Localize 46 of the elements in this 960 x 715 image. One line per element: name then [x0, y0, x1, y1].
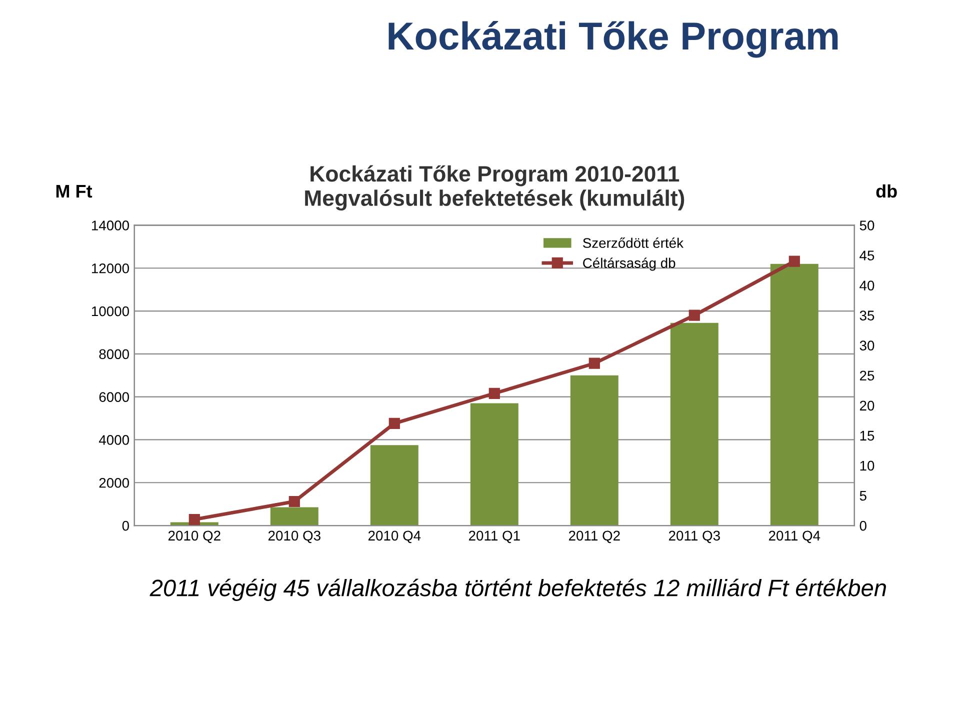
y-tick-label: 12000	[92, 263, 129, 274]
y2-tick-label: 25	[860, 370, 874, 381]
point	[288, 496, 300, 508]
x-tick-label: 2011 Q4	[768, 530, 820, 544]
y-tick-label: 10000	[92, 306, 129, 316]
bar	[670, 322, 718, 526]
y2-tick-label: 0	[860, 520, 866, 531]
x-tick-label: 2010 Q4	[368, 530, 421, 544]
point	[788, 256, 800, 267]
chart-subtitle: Kockázati Tőke Program 2010-2011 Megvalósult befektetések (kumulált)	[305, 165, 684, 210]
x-tick-label: 2011 Q3	[668, 530, 720, 544]
y2-tick-label: 35	[860, 310, 874, 320]
x-tick-label: 2011 Q1	[468, 530, 520, 544]
bar	[770, 264, 818, 526]
bar	[470, 403, 518, 526]
y2-tick-label: 5	[860, 490, 866, 501]
y2-tick-label: 20	[860, 400, 874, 411]
y2-tick-label: 45	[860, 250, 874, 260]
y-tick-label: 6000	[99, 392, 129, 402]
y-tick-label: 0	[122, 520, 129, 531]
point	[488, 388, 500, 399]
point	[588, 358, 600, 369]
y2-tick-label: 10	[860, 460, 874, 471]
y2-tick-label: 50	[860, 220, 874, 230]
y-tick-label: 8000	[99, 349, 129, 360]
text: 2011 végéig 45 vállalkozásba történt befektetés 12 milliárd Ft értékben	[150, 578, 886, 602]
x-tick-label: 2011 Q2	[568, 530, 620, 544]
y2-tick-label: 30	[860, 340, 874, 351]
bar	[570, 375, 618, 526]
y-tick-label: 14000	[92, 220, 129, 230]
bar	[270, 507, 318, 526]
y-axis-title: M Ft	[56, 185, 92, 198]
y-tick-label: 2000	[99, 478, 129, 488]
legend-label: Szerződött érték	[583, 238, 684, 248]
point	[188, 514, 200, 526]
y2-axis-title: db	[876, 184, 897, 198]
point	[688, 310, 700, 321]
y-tick-label: 4000	[98, 435, 129, 445]
y2-tick-label: 40	[860, 280, 874, 290]
x-tick-label: 2010 Q3	[268, 530, 320, 544]
chart-title: Kockázati Tőke Program	[388, 20, 838, 58]
point	[388, 418, 400, 429]
bar	[370, 445, 418, 526]
legend-label: Céltársaság db	[583, 258, 676, 271]
y2-tick-label: 15	[860, 430, 874, 441]
x-tick-label: 2010 Q2	[168, 530, 220, 544]
